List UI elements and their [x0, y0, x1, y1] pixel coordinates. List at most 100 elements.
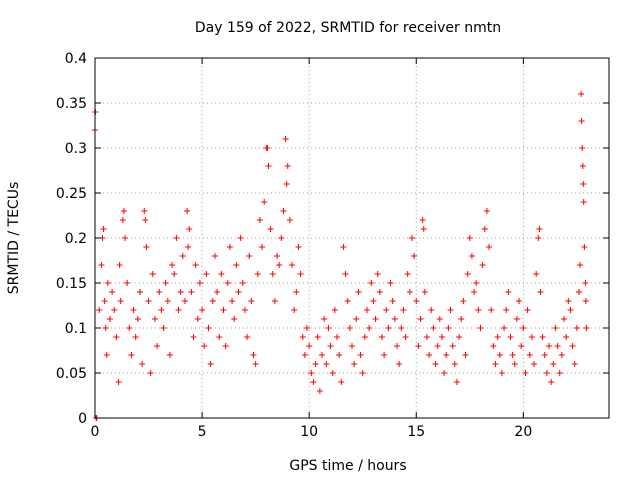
data-point	[353, 316, 360, 322]
data-point	[511, 361, 518, 367]
data-point	[139, 361, 146, 367]
data-point	[421, 289, 428, 295]
data-point	[413, 298, 420, 304]
data-point	[226, 244, 233, 250]
data-point	[98, 262, 105, 268]
data-point	[503, 307, 510, 313]
data-point	[96, 307, 103, 313]
data-point	[252, 361, 259, 367]
data-point	[283, 181, 290, 187]
data-point	[336, 352, 343, 358]
data-point	[567, 307, 574, 313]
y-tick-label: 0.15	[56, 276, 87, 292]
data-point	[445, 325, 452, 331]
data-point	[264, 145, 271, 151]
data-point	[372, 316, 379, 322]
data-point	[222, 343, 229, 349]
data-point	[541, 352, 548, 358]
data-point	[366, 325, 373, 331]
data-point	[554, 343, 561, 349]
data-point	[580, 199, 587, 205]
data-point	[276, 262, 283, 268]
data-point	[218, 271, 225, 277]
data-point	[188, 289, 195, 295]
data-point	[385, 325, 392, 331]
data-point	[451, 361, 458, 367]
data-point	[381, 352, 388, 358]
data-point	[389, 298, 396, 304]
data-point	[516, 298, 523, 304]
data-point	[248, 298, 255, 304]
x-axis-ticks: 0 5 10 15 20	[91, 58, 532, 440]
data-point	[486, 244, 493, 250]
data-point	[120, 208, 127, 214]
data-point	[323, 361, 330, 367]
data-point	[436, 316, 443, 322]
data-point	[415, 343, 422, 349]
data-point	[398, 325, 405, 331]
data-point	[432, 361, 439, 367]
data-point	[239, 280, 246, 286]
y-axis-ticks: 0 0.05 0.1 0.15 0.2 0.25 0.3 0.35 0.4	[56, 51, 609, 427]
data-point	[124, 280, 131, 286]
data-point	[329, 370, 336, 376]
data-point	[209, 298, 216, 304]
data-point	[284, 163, 291, 169]
data-point	[580, 181, 587, 187]
data-point	[117, 298, 124, 304]
data-point	[106, 316, 113, 322]
data-point	[488, 307, 495, 313]
data-point	[327, 343, 334, 349]
data-point	[116, 262, 123, 268]
data-point	[483, 208, 490, 214]
data-point	[426, 352, 433, 358]
data-point	[101, 298, 108, 304]
data-point	[396, 361, 403, 367]
data-point	[441, 370, 448, 376]
data-point	[420, 226, 427, 232]
data-point	[164, 298, 171, 304]
data-point	[361, 334, 368, 340]
data-point	[196, 280, 203, 286]
data-point	[231, 316, 238, 322]
data-point	[539, 334, 546, 340]
y-axis-title: SRMTID / TECUs	[6, 182, 22, 295]
data-point	[550, 361, 557, 367]
data-point	[250, 352, 257, 358]
data-point	[301, 352, 308, 358]
data-point	[321, 316, 328, 322]
data-point	[359, 370, 366, 376]
data-point	[293, 289, 300, 295]
data-point	[113, 334, 120, 340]
data-point	[274, 253, 281, 259]
data-point	[552, 325, 559, 331]
data-point	[546, 343, 553, 349]
data-point	[363, 307, 370, 313]
data-point	[103, 352, 110, 358]
data-point	[310, 379, 317, 385]
data-point	[220, 307, 227, 313]
data-point	[254, 271, 261, 277]
data-point	[543, 370, 550, 376]
data-point	[582, 280, 589, 286]
data-point	[154, 343, 161, 349]
data-point	[192, 262, 199, 268]
data-point	[121, 235, 128, 241]
y-tick-label: 0.05	[56, 366, 87, 382]
data-point	[261, 199, 268, 205]
data-point	[494, 334, 501, 340]
data-point	[119, 217, 126, 223]
data-point	[314, 334, 321, 340]
x-tick-label: 15	[407, 424, 425, 440]
data-point	[280, 208, 287, 214]
data-point	[417, 316, 424, 322]
data-point	[308, 370, 315, 376]
data-point	[259, 244, 266, 250]
data-point	[166, 352, 173, 358]
data-point	[177, 289, 184, 295]
data-point	[411, 253, 418, 259]
data-point	[104, 280, 111, 286]
data-point	[509, 352, 516, 358]
data-point	[576, 289, 583, 295]
data-point	[408, 235, 415, 241]
